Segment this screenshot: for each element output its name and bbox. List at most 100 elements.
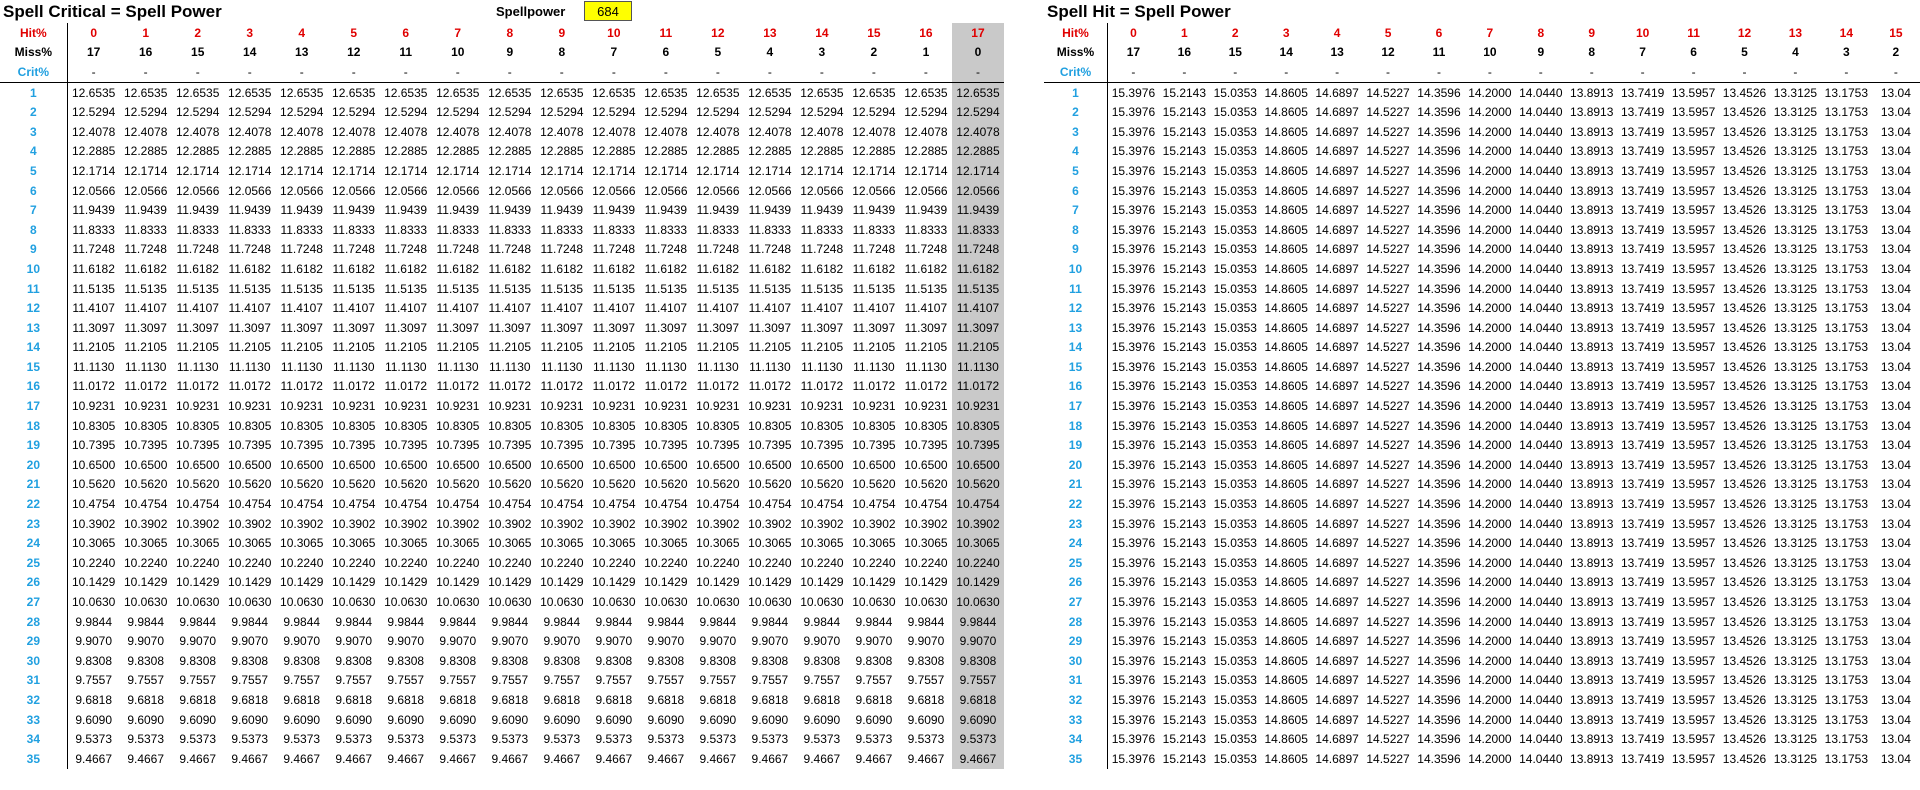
value-cell[interactable]: 13.1753 [1824, 497, 1869, 512]
value-cell[interactable]: 11.1130 [436, 359, 479, 374]
value-cell[interactable]: 13.7419 [1620, 595, 1665, 610]
value-cell[interactable]: 10.5620 [800, 477, 844, 492]
value-cell[interactable]: 9.4667 [439, 751, 477, 766]
value-cell[interactable]: 12.1714 [748, 163, 792, 178]
value-cell[interactable]: 10.9231 [904, 399, 948, 414]
value-cell[interactable]: 10.7395 [384, 438, 428, 453]
value-cell[interactable]: 14.6897 [1315, 242, 1359, 257]
value-cell[interactable]: 14.0440 [1519, 418, 1563, 433]
value-cell[interactable]: 11.9439 [800, 203, 844, 218]
value-cell[interactable]: 10.4754 [696, 497, 740, 512]
value-cell[interactable]: 10.7395 [748, 438, 792, 453]
value-cell[interactable]: 13.4526 [1722, 183, 1767, 198]
value-cell[interactable]: 13.3125 [1773, 575, 1818, 590]
value-cell[interactable]: 13.8913 [1570, 301, 1614, 316]
value-cell[interactable]: 10.7395 [696, 438, 740, 453]
value-cell[interactable]: 14.5227 [1366, 379, 1410, 394]
value-cell[interactable]: 10.3065 [66, 533, 120, 554]
value-cell[interactable]: 10.3902 [176, 516, 220, 531]
value-cell[interactable]: 15.3976 [1106, 748, 1159, 769]
value-cell[interactable]: 14.2000 [1468, 614, 1512, 629]
value-cell[interactable]: 11.2105 [124, 340, 167, 355]
value-cell[interactable]: 11.8333 [176, 222, 219, 237]
value-cell[interactable]: 10.0630 [644, 595, 688, 610]
value-cell[interactable]: 14.8605 [1264, 163, 1308, 178]
value-cell[interactable]: 9.6818 [595, 692, 633, 707]
value-cell[interactable]: 11.0172 [951, 376, 1004, 397]
value-cell[interactable]: 15.2143 [1162, 85, 1207, 100]
value-cell[interactable]: 14.0440 [1519, 144, 1563, 159]
value-cell[interactable]: 11.9439 [951, 200, 1004, 220]
value-cell[interactable]: 14.3596 [1417, 183, 1461, 198]
value-cell[interactable]: 15.2143 [1162, 692, 1207, 707]
value-cell[interactable]: 13.4526 [1722, 222, 1767, 237]
value-cell[interactable]: 10.0630 [436, 595, 480, 610]
value-cell[interactable]: 15.3976 [1106, 494, 1159, 514]
value-cell[interactable]: 10.1429 [904, 575, 948, 590]
value-cell[interactable]: 13.8913 [1570, 457, 1614, 472]
value-cell[interactable]: 9.9070 [647, 634, 685, 649]
value-cell[interactable]: 13.4526 [1722, 751, 1767, 766]
value-cell[interactable]: 10.3065 [904, 536, 948, 551]
value-cell[interactable]: 13.5957 [1671, 634, 1716, 649]
value-cell[interactable]: 9.9844 [751, 614, 789, 629]
value-cell[interactable]: 10.8305 [540, 418, 584, 433]
value-cell[interactable]: 11.8333 [124, 222, 167, 237]
value-cell[interactable]: 10.7395 [332, 438, 376, 453]
value-cell[interactable]: 13.5957 [1671, 203, 1716, 218]
value-cell[interactable]: 12.2885 [748, 144, 792, 159]
value-cell[interactable]: 9.5373 [543, 732, 581, 747]
value-cell[interactable]: 10.0630 [123, 595, 168, 610]
value-cell[interactable]: 11.1130 [541, 359, 583, 374]
value-cell[interactable]: 9.6818 [335, 692, 373, 707]
value-cell[interactable]: 13.04 [1880, 340, 1911, 355]
value-cell[interactable]: 11.8333 [852, 222, 896, 237]
value-cell[interactable]: 13.1753 [1824, 242, 1869, 257]
value-cell[interactable]: 14.8605 [1264, 85, 1308, 100]
value-cell[interactable]: 10.7395 [540, 438, 584, 453]
value-cell[interactable]: 10.8305 [488, 418, 532, 433]
value-cell[interactable]: 11.3097 [384, 320, 428, 335]
value-cell[interactable]: 11.0172 [124, 379, 167, 394]
value-cell[interactable]: 14.5227 [1366, 144, 1410, 159]
value-cell[interactable]: 9.6818 [387, 692, 425, 707]
value-cell[interactable]: 11.0172 [904, 379, 948, 394]
value-cell[interactable]: 13.3125 [1773, 320, 1818, 335]
value-cell[interactable]: 11.8333 [228, 222, 271, 237]
value-cell[interactable]: 15.0353 [1213, 340, 1257, 355]
value-cell[interactable]: 13.4526 [1722, 85, 1767, 100]
value-cell[interactable]: 11.7248 [540, 242, 584, 257]
value-cell[interactable]: 15.2143 [1162, 438, 1207, 453]
value-cell[interactable]: 10.3065 [592, 536, 636, 551]
value-cell[interactable]: 11.5135 [176, 281, 219, 296]
value-cell[interactable]: 13.5957 [1671, 105, 1716, 120]
value-cell[interactable]: 13.1753 [1824, 653, 1869, 668]
value-cell[interactable]: 13.04 [1880, 457, 1911, 472]
value-cell[interactable]: 10.3065 [951, 533, 1004, 554]
value-cell[interactable]: 12.5294 [123, 105, 168, 120]
value-cell[interactable]: 10.8305 [384, 418, 428, 433]
value-cell[interactable]: 10.1429 [644, 575, 688, 590]
value-cell[interactable]: 13.8913 [1570, 183, 1614, 198]
value-cell[interactable]: 9.8308 [439, 653, 477, 668]
value-cell[interactable]: 13.3125 [1773, 144, 1818, 159]
value-cell[interactable]: 14.3596 [1417, 242, 1461, 257]
value-cell[interactable]: 9.7557 [803, 673, 841, 688]
value-cell[interactable]: 11.4107 [280, 301, 323, 316]
value-cell[interactable]: 11.2105 [852, 340, 896, 355]
value-cell[interactable]: 12.5294 [228, 105, 272, 120]
value-cell[interactable]: 14.6897 [1315, 555, 1359, 570]
value-cell[interactable]: 15.3976 [1106, 513, 1159, 534]
value-cell[interactable]: 12.0566 [540, 183, 584, 198]
value-cell[interactable]: 13.5957 [1671, 555, 1716, 570]
value-cell[interactable]: 9.9844 [127, 614, 165, 629]
value-cell[interactable]: 13.4526 [1722, 575, 1767, 590]
value-cell[interactable]: 13.1753 [1824, 183, 1869, 198]
value-cell[interactable]: 9.6818 [907, 692, 945, 707]
value-cell[interactable]: 15.0353 [1213, 634, 1257, 649]
value-cell[interactable]: 13.4526 [1722, 105, 1767, 120]
value-cell[interactable]: 10.6500 [748, 457, 792, 472]
value-cell[interactable]: 15.3976 [1106, 337, 1159, 358]
value-cell[interactable]: 14.3596 [1417, 732, 1461, 747]
value-cell[interactable]: 10.2240 [540, 555, 584, 570]
